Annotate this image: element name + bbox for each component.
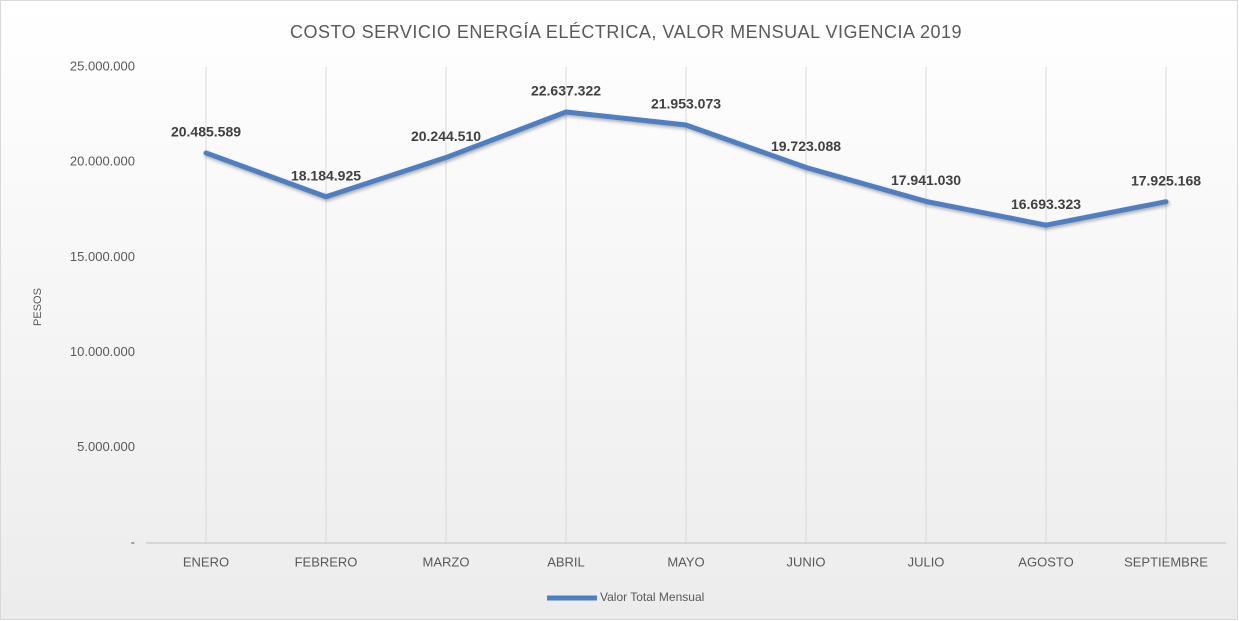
x-tick-label: ABRIL	[547, 554, 585, 569]
x-tick-label: FEBRERO	[295, 554, 358, 569]
data-label: 18.184.925	[291, 167, 361, 183]
x-tick-label: MARZO	[423, 554, 470, 569]
data-label: 19.723.088	[771, 138, 841, 154]
chart-title: COSTO SERVICIO ENERGÍA ELÉCTRICA, VALOR …	[290, 22, 962, 42]
y-tick-label: 5.000.000	[77, 439, 135, 454]
series-line	[203, 109, 1169, 228]
x-tick-label: SEPTIEMBRE	[1124, 554, 1208, 569]
y-tick-label: 20.000.000	[70, 154, 135, 169]
data-label: 20.244.510	[411, 128, 481, 144]
legend-label: Valor Total Mensual	[600, 590, 704, 604]
data-label: 16.693.323	[1011, 196, 1081, 212]
x-tick-label: JUNIO	[787, 554, 826, 569]
y-tick-label: 10.000.000	[70, 344, 135, 359]
y-tick-label: -	[131, 534, 135, 549]
data-label: 17.941.030	[891, 172, 961, 188]
data-label: 22.637.322	[531, 83, 601, 99]
data-label: 20.485.589	[171, 124, 241, 140]
data-label: 17.925.168	[1131, 172, 1201, 188]
x-tick-label: MAYO	[667, 554, 704, 569]
y-tick-label: 25.000.000	[70, 58, 135, 73]
y-axis-label: PESOS	[32, 288, 44, 326]
x-tick-label: ENERO	[183, 554, 229, 569]
x-tick-label: AGOSTO	[1018, 554, 1073, 569]
data-label: 21.953.073	[651, 96, 721, 112]
x-tick-label: JULIO	[908, 554, 945, 569]
y-tick-label: 15.000.000	[70, 249, 135, 264]
